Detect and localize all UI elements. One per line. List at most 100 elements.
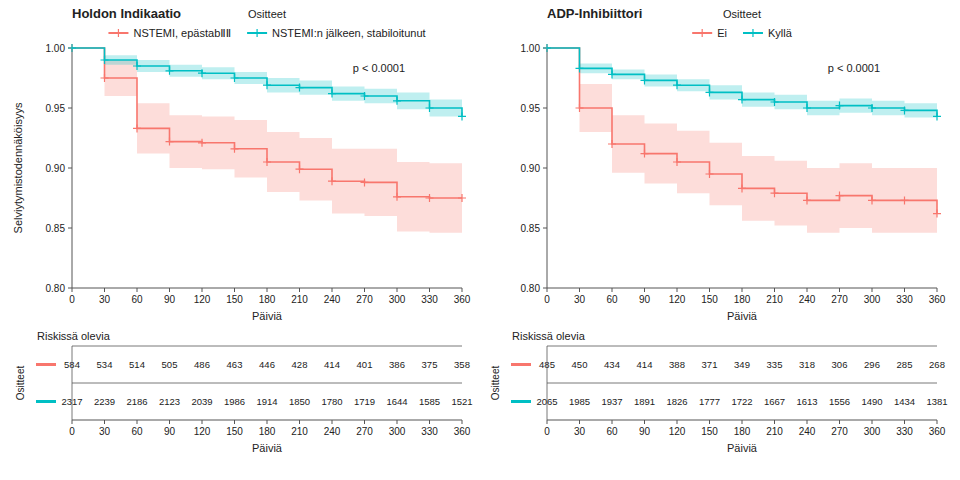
censor-marker [803,196,811,204]
risk-count: 1644 [386,396,407,407]
x-tick [332,288,333,292]
risk-x-axis-label: Päiviä [252,442,283,454]
risk-border [72,346,73,420]
x-tick-label-risk: 360 [454,426,471,437]
risk-border [547,346,937,347]
x-tick-label: 270 [831,294,848,305]
risk-count: 584 [64,359,80,370]
x-tick [547,288,548,292]
risk-count: 414 [637,359,653,370]
x-tick-risk [267,420,268,424]
risk-count: 450 [572,359,588,370]
confidence-band [72,48,462,233]
confidence-band [547,48,937,124]
y-tick [68,228,72,229]
x-tick-label-risk: 120 [194,426,211,437]
censor-marker [361,178,369,186]
x-tick-label-risk: 180 [259,426,276,437]
x-tick-label-risk: 300 [864,426,881,437]
x-tick [364,288,365,292]
x-tick-label-risk: 210 [291,426,308,437]
censor-marker [231,74,239,82]
risk-table: Riskissä oleviaOsitteet58453451450548646… [15,330,473,454]
x-tick [904,288,905,292]
risk-label: Ositteet [490,366,501,401]
risk-count: 485 [539,359,555,370]
risk-table: Riskissä oleviaOsitteet48545043441438837… [490,330,948,454]
x-tick-label-risk: 150 [701,426,718,437]
censor-marker [198,69,206,77]
censor-marker [608,70,616,78]
x-tick [397,288,398,292]
y-tick-label: 0.80 [521,283,541,294]
x-tick-label: 360 [929,294,946,305]
risk-count: 349 [734,359,750,370]
risk-row-key [511,400,531,403]
x-axis-label: Päiviä [727,310,758,322]
censor-marker [263,81,271,89]
censor-marker [328,90,336,98]
survival-line [547,48,937,116]
risk-count: 1826 [666,396,687,407]
censor-marker [576,64,584,72]
risk-count: 414 [324,359,340,370]
risk-row-key [36,363,56,366]
legend-label: Kyllä [768,27,793,39]
censor-marker [641,150,649,158]
risk-count: 446 [259,359,275,370]
censor-marker [673,158,681,166]
censor-marker [901,196,909,204]
censor-marker [166,138,174,146]
x-tick-risk [904,420,905,424]
y-tick-label: 0.90 [46,163,66,174]
censor-marker [836,192,844,200]
censor-marker [836,102,844,110]
censor-marker [101,56,109,64]
censor-marker [166,67,174,75]
x-tick-risk [872,420,873,424]
risk-count: 388 [669,359,685,370]
x-tick [677,288,678,292]
risk-border [72,346,462,347]
x-tick [644,288,645,292]
x-tick [202,288,203,292]
x-tick-label: 90 [164,294,176,305]
risk-count: 1667 [764,396,785,407]
censor-marker [68,44,76,52]
risk-count: 1490 [861,396,882,407]
x-tick-risk [429,420,430,424]
legend-marker [114,29,122,37]
risk-count: 335 [767,359,783,370]
censor-marker [706,88,714,96]
x-tick-label-risk: 150 [226,426,243,437]
x-tick-label: 210 [291,294,308,305]
x-tick-label: 0 [69,294,75,305]
censor-marker [458,112,466,120]
censor-marker [576,104,584,112]
risk-count: 1722 [731,396,752,407]
x-tick-label: 0 [544,294,550,305]
x-tick [137,288,138,292]
risk-count: 486 [194,359,210,370]
risk-count: 358 [454,359,470,370]
panel: Holdon Indikaatio0.800.850.900.951.00030… [12,6,473,454]
censor-marker [361,92,369,100]
censor-marker [133,62,141,70]
risk-count: 306 [832,359,848,370]
y-tick-label: 0.95 [521,103,541,114]
x-tick-label-risk: 330 [421,426,438,437]
x-tick [839,288,840,292]
censor-marker [608,140,616,148]
x-tick [429,288,430,292]
y-tick [543,108,547,109]
censor-marker [101,74,109,82]
panel-title: Holdon Indikaatio [72,6,181,21]
risk-count: 534 [97,359,113,370]
risk-count: 2123 [159,396,180,407]
x-tick [267,288,268,292]
risk-count: 428 [292,359,308,370]
censor-marker [393,97,401,105]
x-tick-label-risk: 360 [929,426,946,437]
censor-marker [296,165,304,173]
risk-count: 1381 [926,396,947,407]
